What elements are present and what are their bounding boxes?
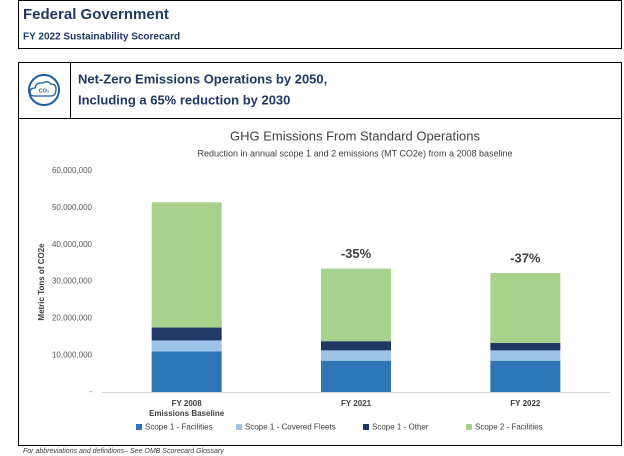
bar-segment bbox=[321, 360, 391, 392]
bar-segment bbox=[151, 202, 222, 328]
header-box bbox=[18, 0, 622, 49]
bar-segment bbox=[490, 273, 561, 344]
bar-segment bbox=[321, 268, 391, 342]
y-tick-label: 40,000,000 bbox=[52, 240, 93, 249]
icon-cloud bbox=[29, 81, 57, 97]
section-title: Including a 65% reduction by 2030 bbox=[78, 92, 290, 107]
header-title: Federal Government bbox=[23, 6, 169, 23]
legend-swatch bbox=[466, 424, 472, 430]
y-tick-label: 10,000,000 bbox=[52, 350, 93, 359]
section-box bbox=[18, 62, 622, 446]
header-subtitle: FY 2022 Sustainability Scorecard bbox=[23, 32, 180, 43]
bar-segment bbox=[151, 327, 222, 341]
legend-label: Scope 1 - Other bbox=[372, 423, 429, 432]
chart-title: GHG Emissions From Standard Operations bbox=[230, 128, 480, 143]
bar-segment bbox=[151, 351, 222, 392]
legend-swatch bbox=[363, 424, 369, 430]
legend-label: Scope 2 - Facilities bbox=[475, 423, 543, 432]
y-tick-label: 50,000,000 bbox=[52, 203, 93, 212]
bar-segment bbox=[490, 360, 561, 392]
annotation: -37% bbox=[510, 250, 541, 265]
y-axis-label: Metric Tons of CO2e bbox=[37, 243, 46, 321]
y-tick-label: 60,000,000 bbox=[52, 166, 93, 175]
x-tick-label: FY 2021 bbox=[341, 399, 372, 408]
legend-label: Scope 1 - Facilities bbox=[145, 423, 213, 432]
bar-segment bbox=[151, 340, 222, 352]
legend-label: Scope 1 - Covered Fleets bbox=[245, 423, 336, 432]
icon-circle bbox=[28, 74, 60, 106]
x-tick-sublabel: Emissions Baseline bbox=[149, 409, 225, 418]
x-tick-label: FY 2022 bbox=[510, 399, 541, 408]
chart-subtitle: Reduction in annual scope 1 and 2 emissi… bbox=[197, 148, 512, 158]
bar-segment bbox=[321, 350, 391, 361]
bar-segment bbox=[490, 343, 561, 351]
bar-segment bbox=[490, 350, 561, 361]
section-title: Net-Zero Emissions Operations by 2050, bbox=[78, 71, 327, 86]
legend-swatch bbox=[236, 424, 242, 430]
bar-segment bbox=[321, 341, 391, 351]
y-tick-label: - bbox=[89, 387, 92, 396]
y-tick-label: 20,000,000 bbox=[52, 313, 93, 322]
footer: For abbreviations and definitions– See O… bbox=[23, 448, 224, 455]
y-tick-label: 30,000,000 bbox=[52, 277, 93, 286]
x-tick-label: FY 2008 bbox=[172, 399, 203, 408]
legend-swatch bbox=[136, 424, 142, 430]
icon-text: CO₂ bbox=[39, 88, 50, 94]
annotation: -35% bbox=[341, 246, 372, 261]
